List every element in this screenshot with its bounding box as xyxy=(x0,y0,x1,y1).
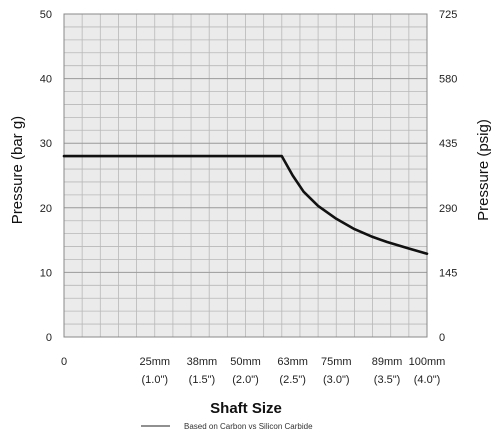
x-tick-label: 89mm xyxy=(372,356,403,368)
x-tick-sublabel: (3.0") xyxy=(323,374,350,386)
y-tick-label: 40 xyxy=(40,74,52,86)
y2-axis-title: Pressure (psig) xyxy=(475,119,492,221)
x-tick-label: 38mm xyxy=(187,356,218,368)
y2-tick-label: 0 xyxy=(439,332,445,344)
y2-tick-label: 435 xyxy=(439,138,457,150)
y-axis-title: Pressure (bar g) xyxy=(9,116,26,224)
plot-frame xyxy=(63,13,428,338)
y-tick-label: 50 xyxy=(40,9,52,21)
legend-label: Based on Carbon vs Silicon Carbide xyxy=(184,422,313,431)
y2-tick-label: 580 xyxy=(439,74,457,86)
x-tick-sublabel: (4.0") xyxy=(414,374,441,386)
right-y-axis: 0 145 290 435 580 725 xyxy=(439,9,457,344)
x-tick-label: 50mm xyxy=(230,356,261,368)
series-group xyxy=(62,154,429,255)
y2-tick-label: 145 xyxy=(439,267,457,279)
x-tick-sublabel: (3.5") xyxy=(374,374,401,386)
y-tick-label: 0 xyxy=(46,332,52,344)
y2-tick-label: 725 xyxy=(439,9,457,21)
x-tick-label: 25mm xyxy=(139,356,170,368)
x-tick-sublabel: (2.5") xyxy=(279,374,306,386)
x-tick-label: 100mm xyxy=(409,356,446,368)
series-line xyxy=(62,154,429,255)
y-tick-label: 20 xyxy=(40,203,52,215)
grid xyxy=(64,14,427,337)
x-tick-label: 75mm xyxy=(321,356,352,368)
y-tick-label: 30 xyxy=(40,138,52,150)
x-tick-sublabel: (1.0") xyxy=(141,374,168,386)
x-tick-sublabel: (2.0") xyxy=(232,374,259,386)
x-axis-title: Shaft Size xyxy=(210,400,282,417)
y2-tick-label: 290 xyxy=(439,203,457,215)
x-axis: 0 25mm (1.0") 38mm (1.5") 50mm (2.0") 63mm (2.5"… xyxy=(61,356,445,386)
x-tick-sublabel: (1.5") xyxy=(189,374,216,386)
y-tick-label: 10 xyxy=(40,267,52,279)
x-tick-label: 63mm xyxy=(277,356,308,368)
left-y-axis: 0 10 20 30 40 50 xyxy=(40,9,52,344)
x-tick-label: 0 xyxy=(61,356,67,368)
